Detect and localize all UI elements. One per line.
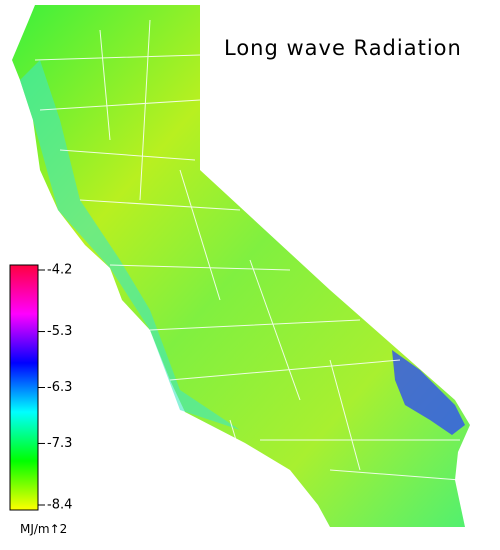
california	[12, 5, 470, 527]
colorbar	[9, 264, 39, 511]
colorbar-tick-label: -4.2	[47, 263, 72, 278]
title: Long wave Radiation	[224, 36, 462, 60]
colorbar-tick-label: -6.3	[47, 380, 72, 395]
county-lines	[34, 19, 461, 521]
east-sierra-low	[392, 350, 465, 435]
coastal-cyan	[20, 60, 240, 430]
colorbar-tick-label: -8.4	[47, 498, 72, 513]
colorbar-tick-label: -5.3	[47, 324, 72, 339]
colorbar-tick-label: -7.3	[47, 436, 72, 451]
colorbar-unit: MJ/m↑2	[20, 522, 67, 536]
